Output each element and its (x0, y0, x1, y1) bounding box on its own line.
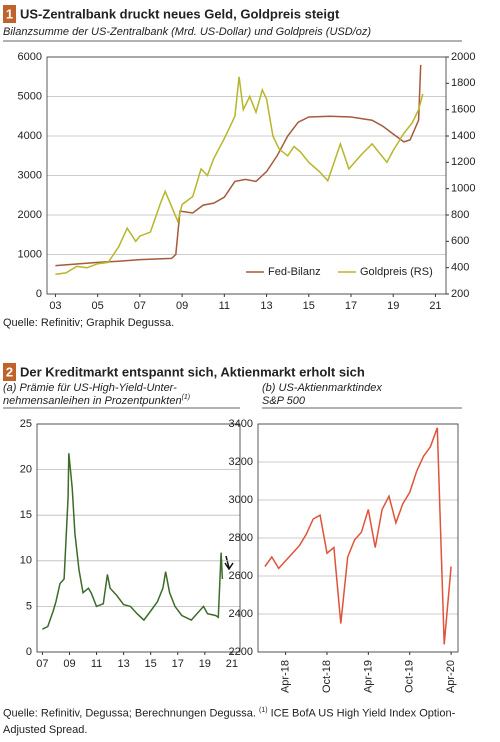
chart-subtitle: (a) Prämie für US-High-Yield-Unter- (3, 382, 177, 394)
footnote-text: Quelle: Refinitiv, Degussa; Berechnungen… (3, 707, 259, 720)
y-tick-label: 0 (26, 646, 32, 658)
y2-tick-label: 400 (451, 262, 469, 274)
arrow (224, 555, 234, 571)
section-title: US-Zentralbank druckt neues Geld, Goldpr… (20, 6, 340, 21)
x-tick-label: 15 (145, 658, 157, 670)
note-mark: (1) (259, 707, 268, 714)
y-tick-label: 3000 (229, 494, 253, 506)
chart-subtitle: (b) US-Aktienmarktindex (262, 382, 382, 394)
badge-number: 2 (6, 364, 13, 379)
x-tick-label: 19 (387, 300, 399, 312)
x-tick-label: 13 (260, 300, 272, 312)
y-tick-label: 3200 (229, 456, 253, 468)
y-tick-label: 3000 (18, 169, 42, 181)
x-tick-label: 21 (226, 658, 238, 670)
x-tick-label: 21 (429, 300, 441, 312)
x-tick-label: 09 (63, 658, 75, 670)
series-line (42, 453, 224, 630)
x-tick-label: 07 (36, 658, 48, 670)
x-tick-label: 03 (49, 300, 61, 312)
y-tick-label: 25 (20, 418, 32, 430)
x-tick-label: 17 (172, 658, 184, 670)
y-tick-label: 2400 (229, 608, 253, 620)
y2-tick-label: 1400 (451, 130, 475, 142)
x-tick-label: 05 (92, 300, 104, 312)
x-tick-label: 19 (199, 658, 211, 670)
x-tick-label: Oct-19 (404, 660, 416, 693)
y-tick-label: 4000 (18, 130, 42, 142)
y2-tick-label: 1600 (451, 104, 475, 116)
y-tick-label: 15 (20, 509, 32, 521)
y2-tick-label: 2000 (451, 51, 475, 63)
plot-frame (36, 423, 241, 653)
y2-tick-label: 1000 (451, 183, 475, 195)
x-tick-label: 17 (345, 300, 357, 312)
source: Quelle: Refinitiv; Graphik Degussa. (3, 317, 174, 329)
plot-frame (257, 423, 459, 653)
y2-tick-label: 600 (451, 235, 469, 247)
section-title: Der Kreditmarkt entspannt sich, Aktienma… (20, 364, 365, 379)
footnote: Quelle: Refinitiv, Degussa; Berechnungen… (3, 703, 493, 738)
x-tick-label: 07 (134, 300, 146, 312)
y-tick-label: 2600 (229, 570, 253, 582)
series-line (55, 64, 422, 267)
series-line (264, 427, 452, 645)
y-tick-label: 3400 (229, 418, 253, 430)
y-tick-label: 20 (20, 464, 32, 476)
y2-tick-label: 800 (451, 209, 469, 221)
chart-subtitle: nehmensanleihen in Prozentpunkten(1) (3, 394, 190, 407)
y-tick-label: 5 (26, 600, 32, 612)
y-tick-label: 0 (36, 288, 42, 300)
x-tick-label: 15 (303, 300, 315, 312)
y-tick-label: 1000 (18, 248, 42, 260)
badge-number: 1 (6, 6, 13, 21)
legend-label: Fed-Bilanz (268, 266, 321, 278)
chart-subtitle: Bilanzsumme der US-Zentralbank (Mrd. US-… (3, 26, 371, 38)
x-tick-label: Apr-18 (279, 660, 291, 693)
x-tick-label: Oct-18 (321, 660, 333, 693)
x-tick-label: 09 (176, 300, 188, 312)
x-tick-label: Apr-20 (445, 660, 457, 693)
plot-frame (46, 56, 447, 295)
y-tick-label: 2200 (229, 646, 253, 658)
x-tick-label: Apr-19 (362, 660, 374, 693)
y-tick-label: 2800 (229, 532, 253, 544)
x-tick-label: 11 (219, 300, 230, 312)
legend-label: Goldpreis (RS) (360, 266, 433, 278)
y2-tick-label: 200 (451, 288, 469, 300)
footnote-text: ICE BofA US High Yield Index Option-Adju… (3, 707, 456, 736)
badge (3, 5, 16, 23)
y-tick-label: 6000 (18, 51, 42, 63)
subtitle-line: nehmensanleihen in Prozentpunkten (3, 395, 182, 407)
y-tick-label: 10 (20, 555, 32, 567)
badge (3, 363, 16, 381)
y-tick-label: 2000 (18, 209, 42, 221)
y2-tick-label: 1800 (451, 77, 475, 89)
x-tick-label: 13 (117, 658, 129, 670)
chart-subtitle: S&P 500 (262, 395, 306, 407)
x-tick-label: 11 (91, 658, 102, 670)
y-tick-label: 5000 (18, 90, 42, 102)
series-line (55, 76, 424, 276)
note-mark: (1) (182, 394, 191, 401)
y2-tick-label: 1200 (451, 156, 475, 168)
